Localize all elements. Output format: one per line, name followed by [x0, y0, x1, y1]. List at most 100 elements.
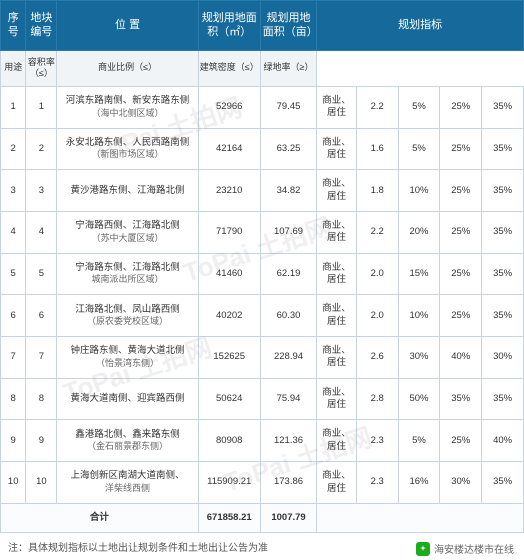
- col-location: 位 置: [57, 1, 198, 51]
- table-header-main: 序号 地块编号 位 置 规划用地面积（㎡） 规划用地面积（亩） 规划指标: [1, 1, 524, 51]
- cell-area-mu: 34.82: [260, 170, 316, 212]
- table-row: 66江海路北侧、凤山路西侧（原农委党校区域）4020260.30商业、居住2.0…: [1, 295, 524, 337]
- cell-block: 10: [26, 462, 57, 504]
- loc-main: 黄海大道南侧、迎宾路西侧: [59, 393, 195, 405]
- cell-biz: 10%: [398, 170, 440, 212]
- col-green: 绿地率（≥）: [260, 50, 316, 86]
- loc-sub: （原农委党校区域）: [59, 316, 195, 328]
- cell-use: 商业、居住: [317, 462, 357, 504]
- table-row: 33黄沙港路东侧、江海路北侧2321034.82商业、居住1.810%25%35…: [1, 170, 524, 212]
- loc-sub: （怡景湾东侧）: [59, 358, 195, 370]
- cell-location: 江海路北侧、凤山路西侧（原农委党校区域）: [57, 295, 198, 337]
- cell-area-m2: 40202: [198, 295, 260, 337]
- cell-area-mu: 173.86: [260, 462, 316, 504]
- loc-sub: （新图市场区域）: [59, 149, 195, 161]
- cell-area-mu: 62.19: [260, 253, 316, 295]
- cell-seq: 5: [1, 253, 26, 295]
- cell-area-m2: 42164: [198, 128, 260, 170]
- table-container: ToPai 土拍网 ToPai 土拍网 ToPai 土拍网 ToPai 土拍网 …: [0, 0, 524, 560]
- cell-biz: 5%: [398, 128, 440, 170]
- loc-main: 永安北路东侧、人民西路南侧: [59, 137, 195, 149]
- cell-far: 1.6: [356, 128, 398, 170]
- col-block: 地块编号: [26, 1, 57, 51]
- table-row: 77钟庄路东侧、黄海大道北侧（怡景湾东侧）152625228.94商业、居住2.…: [1, 337, 524, 379]
- cell-area-mu: 63.25: [260, 128, 316, 170]
- cell-seq: 1: [1, 86, 26, 128]
- cell-density: 25%: [440, 253, 482, 295]
- cell-green: 35%: [482, 253, 524, 295]
- cell-far: 2.6: [356, 337, 398, 379]
- loc-main: 钟庄路东侧、黄海大道北侧: [59, 345, 195, 357]
- cell-green: 35%: [482, 86, 524, 128]
- loc-main: 鑫港路北侧、鑫来路东侧: [59, 429, 195, 441]
- cell-use: 商业、居住: [317, 170, 357, 212]
- cell-block: 6: [26, 295, 57, 337]
- cell-green: 35%: [482, 378, 524, 420]
- col-far: 容积率（≤）: [26, 50, 57, 86]
- cell-seq: 9: [1, 420, 26, 462]
- loc-sub: 洋柴线西侧: [59, 483, 195, 495]
- cell-area-m2: 52966: [198, 86, 260, 128]
- cell-biz: 5%: [398, 420, 440, 462]
- cell-location: 上海创新区南湖大道南侧、洋柴线西侧: [57, 462, 198, 504]
- cell-green: 30%: [482, 337, 524, 379]
- cell-block: 3: [26, 170, 57, 212]
- col-area-mu: 规划用地面积（亩）: [260, 1, 316, 51]
- col-biz: 商业比例（≤）: [57, 50, 198, 86]
- table-header-sub: 用途 容积率（≤） 商业比例（≤） 建筑密度（≤） 绿地率（≥）: [1, 50, 524, 86]
- cell-use: 商业、居住: [317, 86, 357, 128]
- loc-main: 河滨东路南侧、新安东路东侧: [59, 95, 195, 107]
- col-density: 建筑密度（≤）: [198, 50, 260, 86]
- wechat-label: 海安楼达楼市在线: [434, 541, 514, 556]
- col-area-m2: 规划用地面积（㎡）: [198, 1, 260, 51]
- cell-use: 商业、居住: [317, 420, 357, 462]
- cell-far: 2.3: [356, 462, 398, 504]
- cell-area-m2: 50624: [198, 378, 260, 420]
- cell-biz: 50%: [398, 378, 440, 420]
- cell-location: 钟庄路东侧、黄海大道北侧（怡景湾东侧）: [57, 337, 198, 379]
- cell-biz: 30%: [398, 337, 440, 379]
- col-seq: 序号: [1, 1, 26, 51]
- sum-blank: [317, 503, 524, 532]
- cell-green: 35%: [482, 128, 524, 170]
- loc-main: 江海路北侧、凤山路西侧: [59, 304, 195, 316]
- table-row: 55宁海路东侧、江海路北侧城南派出所区域）4146062.19商业、居住2.01…: [1, 253, 524, 295]
- table-row: 22永安北路东侧、人民西路南侧（新图市场区域）4216463.25商业、居住1.…: [1, 128, 524, 170]
- loc-sub: （金石丽景郡东侧）: [59, 441, 195, 453]
- cell-use: 商业、居住: [317, 128, 357, 170]
- cell-block: 5: [26, 253, 57, 295]
- loc-main: 黄沙港路东侧、江海路北侧: [59, 185, 195, 197]
- cell-location: 宁海路东侧、江海路北侧城南派出所区域）: [57, 253, 198, 295]
- cell-far: 2.3: [356, 420, 398, 462]
- cell-seq: 10: [1, 462, 26, 504]
- loc-sub: （海中北侧区域）: [59, 108, 195, 120]
- cell-area-mu: 79.45: [260, 86, 316, 128]
- cell-far: 2.0: [356, 295, 398, 337]
- cell-far: 2.8: [356, 378, 398, 420]
- table-row: 44宁海路西侧、江海路北侧（苏中大厦区域）71790107.69商业、居住2.2…: [1, 212, 524, 254]
- cell-area-m2: 41460: [198, 253, 260, 295]
- cell-biz: 20%: [398, 212, 440, 254]
- cell-block: 4: [26, 212, 57, 254]
- table-row: 99鑫港路北侧、鑫来路东侧（金石丽景郡东侧）80908121.36商业、居住2.…: [1, 420, 524, 462]
- col-metrics: 规划指标: [317, 1, 524, 51]
- sum-area-m2: 671858.21: [198, 503, 260, 532]
- table-row: 88黄海大道南侧、迎宾路西侧5062475.94商业、居住2.850%35%35…: [1, 378, 524, 420]
- cell-area-mu: 60.30: [260, 295, 316, 337]
- cell-area-m2: 23210: [198, 170, 260, 212]
- cell-density: 25%: [440, 86, 482, 128]
- wechat-icon: ✦: [416, 542, 430, 556]
- cell-area-m2: 115909.21: [198, 462, 260, 504]
- cell-area-m2: 71790: [198, 212, 260, 254]
- loc-main: 宁海路东侧、江海路北侧: [59, 262, 195, 274]
- cell-green: 35%: [482, 212, 524, 254]
- sum-area-mu: 1007.79: [260, 503, 316, 532]
- cell-block: 8: [26, 378, 57, 420]
- cell-seq: 3: [1, 170, 26, 212]
- cell-far: 2.0: [356, 253, 398, 295]
- cell-area-mu: 228.94: [260, 337, 316, 379]
- cell-use: 商业、居住: [317, 337, 357, 379]
- loc-sub: （苏中大厦区域）: [59, 233, 195, 245]
- cell-seq: 7: [1, 337, 26, 379]
- table-row: 11河滨东路南侧、新安东路东侧（海中北侧区域）5296679.45商业、居住2.…: [1, 86, 524, 128]
